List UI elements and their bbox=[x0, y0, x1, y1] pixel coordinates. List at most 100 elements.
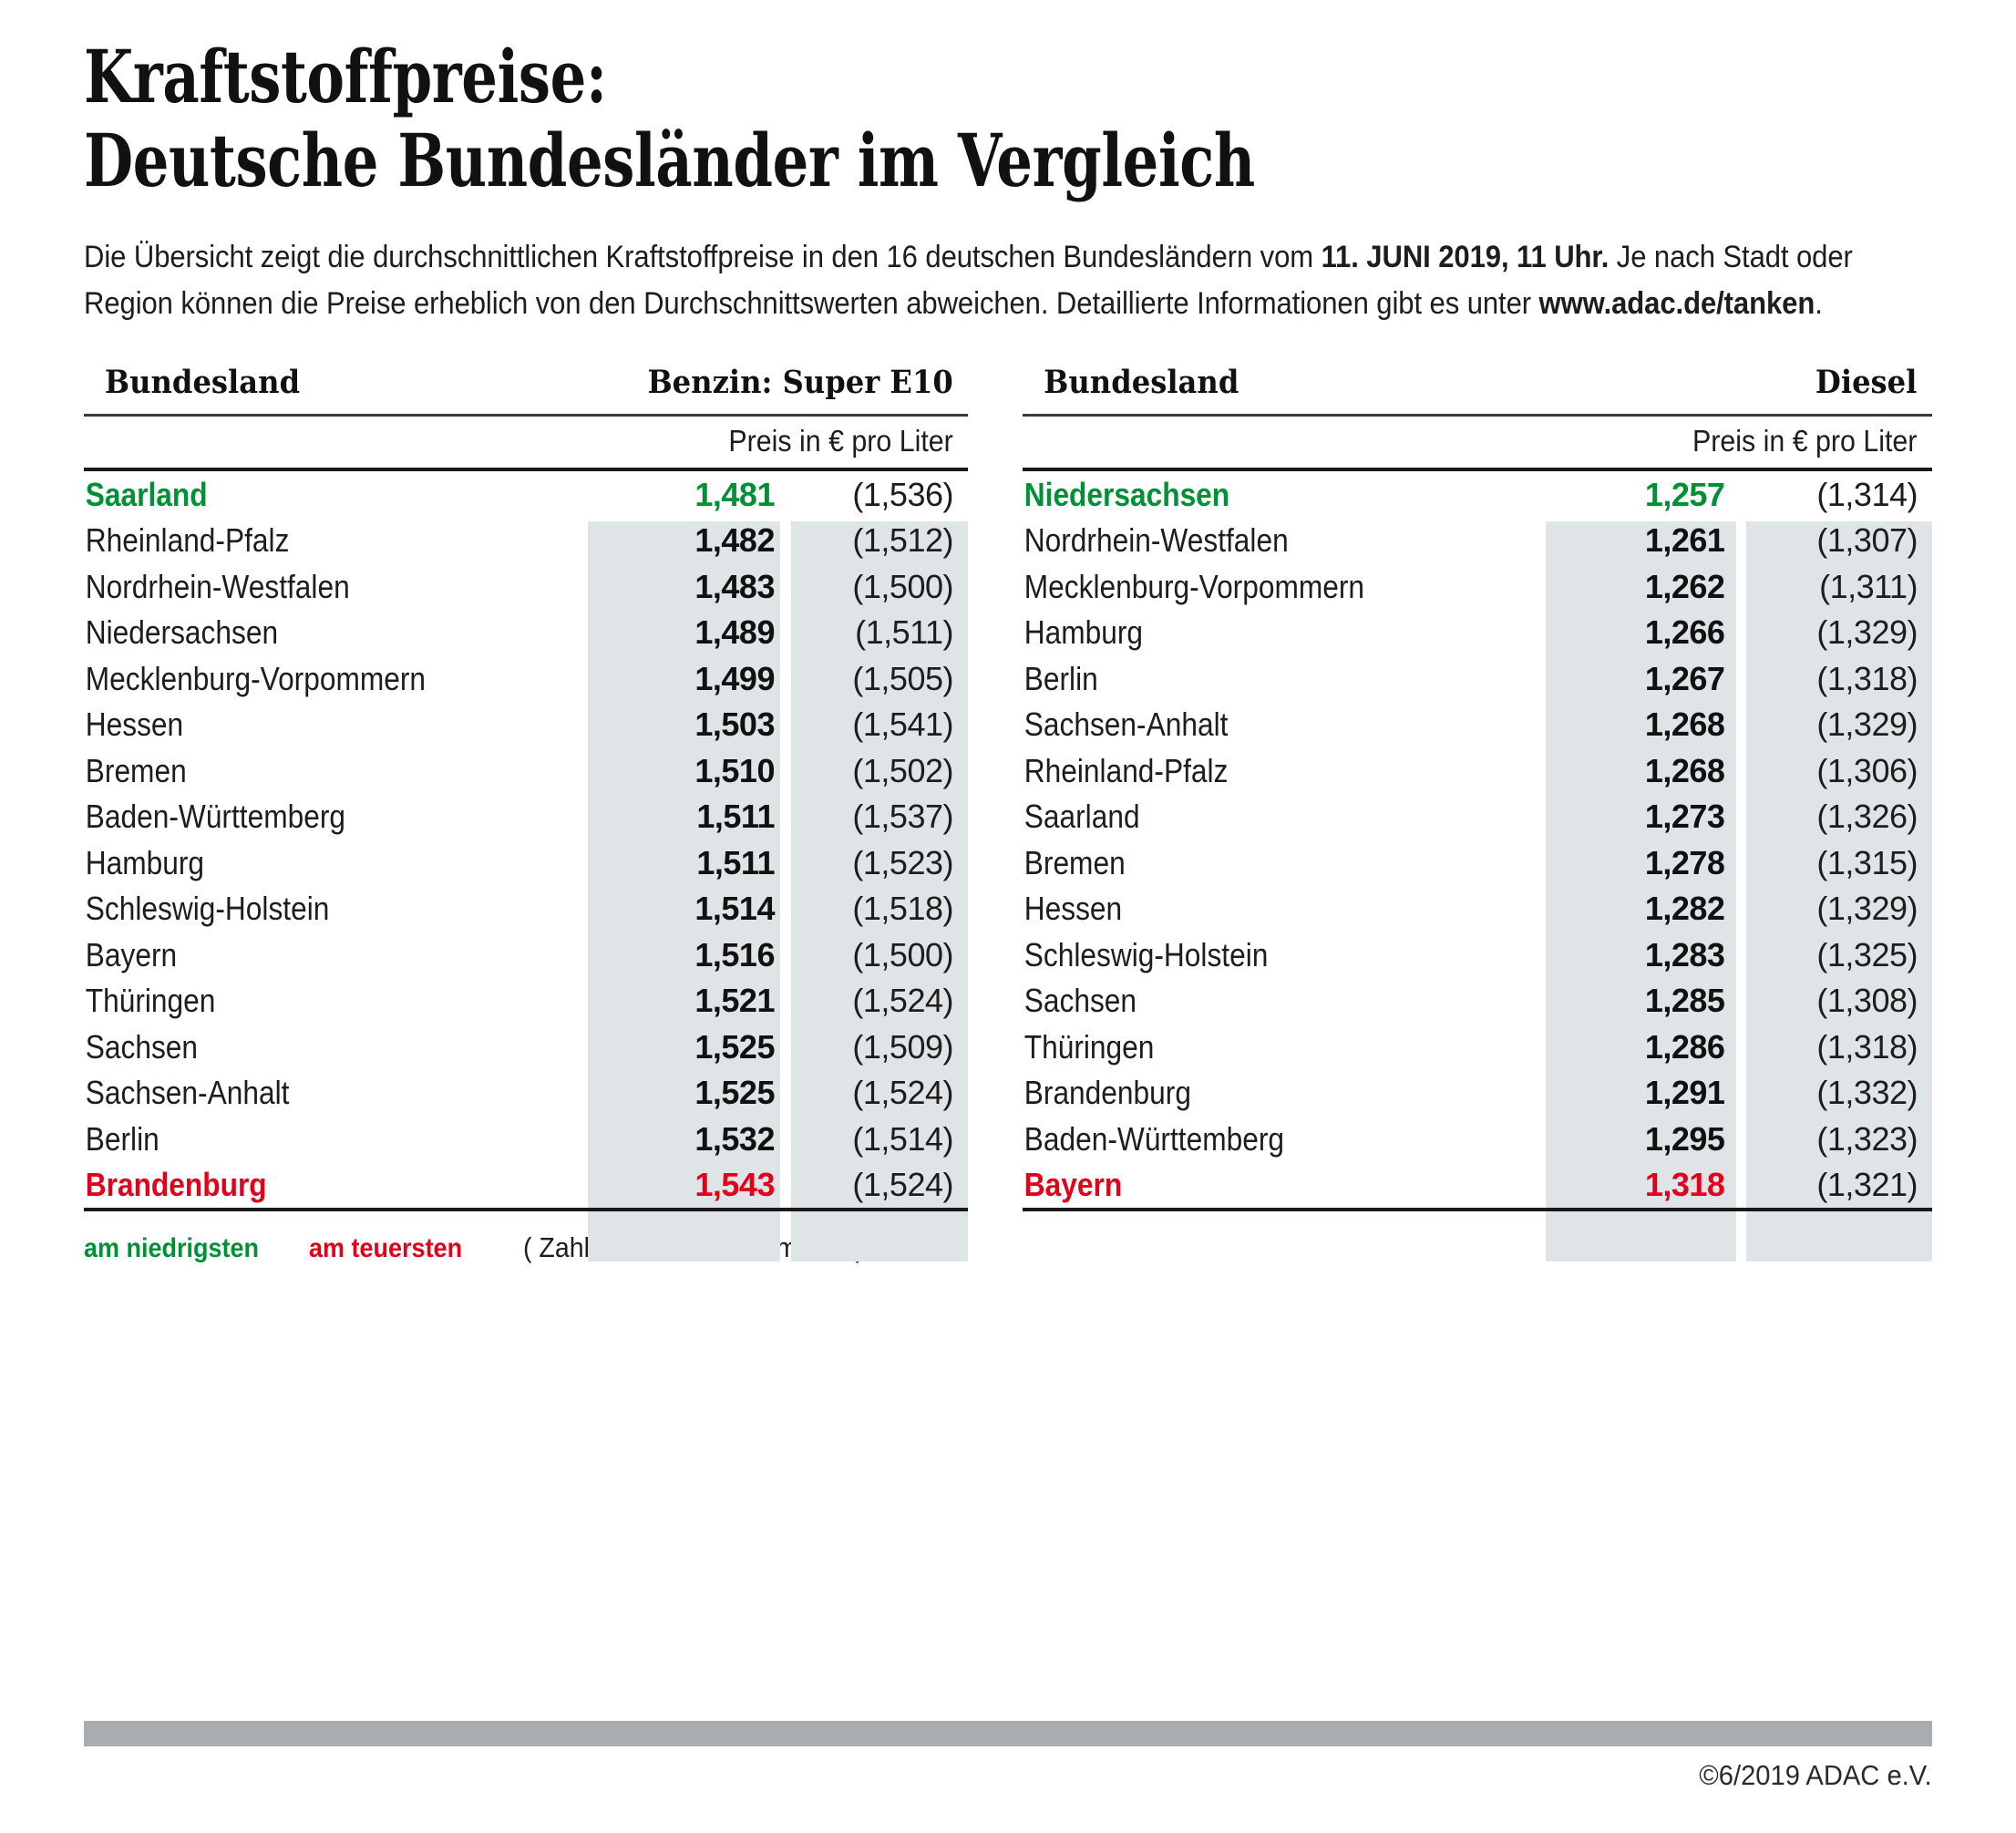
table-row: Sachsen-Anhalt 1,525 (1,524) bbox=[84, 1070, 968, 1117]
diesel-state-name: Brandenburg bbox=[1023, 1074, 1191, 1112]
benzin-current-price: 1,483 bbox=[694, 567, 775, 605]
table-row: Bayern 1,318 (1,321) bbox=[1023, 1161, 1932, 1212]
diesel-header-bundesland: Bundesland bbox=[1044, 364, 1529, 417]
intro-date-emphasis: 11. JUNI 2019, 11 Uhr. bbox=[1321, 240, 1610, 275]
diesel-previous-price: (1,323) bbox=[1816, 1119, 1918, 1158]
benzin-current-price: 1,503 bbox=[694, 705, 775, 744]
diesel-previous-price: (1,329) bbox=[1816, 705, 1918, 744]
benzin-current-price: 1,532 bbox=[694, 1119, 775, 1158]
diesel-current-price: 1,273 bbox=[1644, 798, 1725, 836]
benzin-state-name: Schleswig-Holstein bbox=[85, 890, 330, 928]
intro-url[interactable]: www.adac.de/tanken bbox=[1538, 286, 1815, 322]
table-row: Bremen 1,278 (1,315) bbox=[1023, 839, 1932, 886]
benzin-state-name: Niedersachsen bbox=[85, 613, 279, 652]
diesel-current-price: 1,286 bbox=[1644, 1027, 1725, 1066]
diesel-header-row: Bundesland Diesel bbox=[1023, 364, 1932, 417]
benzin-previous-price: (1,512) bbox=[852, 521, 953, 560]
benzin-current-price: 1,481 bbox=[694, 475, 775, 513]
diesel-previous-price: (1,318) bbox=[1816, 1027, 1918, 1066]
diesel-current-price: 1,262 bbox=[1644, 567, 1725, 605]
diesel-previous-price: (1,314) bbox=[1816, 475, 1918, 513]
table-row: Niedersachsen 1,257 (1,314) bbox=[1023, 469, 1932, 518]
table-row: Nordrhein-Westfalen 1,483 (1,500) bbox=[84, 563, 968, 610]
benzin-state-name: Baden-Württemberg bbox=[85, 798, 346, 836]
benzin-current-price: 1,514 bbox=[694, 890, 775, 928]
benzin-previous-price: (1,518) bbox=[852, 890, 953, 928]
benzin-state-name: Bayern bbox=[85, 935, 178, 973]
diesel-current-price: 1,261 bbox=[1644, 521, 1725, 560]
diesel-table-wrapper: Bundesland Diesel Preis in € pro Liter N… bbox=[1023, 364, 1932, 1262]
benzin-current-price: 1,521 bbox=[694, 982, 775, 1020]
diesel-previous-price: (1,329) bbox=[1816, 613, 1918, 652]
benzin-state-name: Berlin bbox=[85, 1119, 159, 1158]
diesel-current-price: 1,283 bbox=[1644, 935, 1725, 973]
diesel-current-price: 1,266 bbox=[1644, 613, 1725, 652]
diesel-current-price: 1,295 bbox=[1644, 1119, 1725, 1158]
table-row: Hessen 1,282 (1,329) bbox=[1023, 886, 1932, 932]
intro-text-1: Die Übersicht zeigt die durchschnittlich… bbox=[84, 240, 1322, 275]
table-row: Sachsen-Anhalt 1,268 (1,329) bbox=[1023, 702, 1932, 748]
diesel-current-price: 1,268 bbox=[1644, 705, 1725, 744]
benzin-current-price: 1,516 bbox=[694, 935, 775, 973]
intro-text-2: Je nach Stadt oder Region können die Pre… bbox=[84, 240, 1853, 322]
diesel-previous-price: (1,307) bbox=[1816, 521, 1918, 560]
table-row: Hessen 1,503 (1,541) bbox=[84, 702, 968, 748]
tables-container: Bundesland Benzin: Super E10 Preis in € … bbox=[84, 364, 1932, 1262]
table-row: Berlin 1,532 (1,514) bbox=[84, 1116, 968, 1162]
copyright-text: ©6/2019 ADAC e.V. bbox=[1699, 1759, 1932, 1791]
diesel-state-name: Rheinland-Pfalz bbox=[1023, 751, 1229, 789]
diesel-state-name: Baden-Württemberg bbox=[1023, 1119, 1285, 1158]
table-row: Baden-Württemberg 1,511 (1,537) bbox=[84, 794, 968, 840]
legend-highest-label: am teuersten bbox=[309, 1233, 463, 1264]
benzin-state-name: Rheinland-Pfalz bbox=[85, 521, 290, 560]
benzin-previous-price: (1,536) bbox=[852, 475, 953, 513]
footer-divider-bar bbox=[84, 1721, 1932, 1746]
title-block: Kraftstoffpreise: Deutsche Bundesländer … bbox=[84, 0, 1932, 198]
table-row: Bremen 1,510 (1,502) bbox=[84, 747, 968, 794]
benzin-state-name: Thüringen bbox=[85, 982, 216, 1020]
diesel-previous-price: (1,326) bbox=[1816, 798, 1918, 836]
diesel-previous-price: (1,308) bbox=[1816, 982, 1918, 1020]
benzin-previous-price: (1,500) bbox=[852, 567, 953, 605]
table-row: Saarland 1,273 (1,326) bbox=[1023, 794, 1932, 840]
benzin-previous-price: (1,502) bbox=[852, 751, 953, 789]
table-row: Mecklenburg-Vorpommern 1,499 (1,505) bbox=[84, 655, 968, 702]
benzin-state-name: Hessen bbox=[85, 705, 184, 744]
benzin-current-price: 1,525 bbox=[694, 1074, 775, 1112]
diesel-state-name: Saarland bbox=[1023, 798, 1140, 836]
benzin-state-name: Brandenburg bbox=[84, 1161, 543, 1212]
table-column-gap bbox=[968, 364, 1023, 1211]
diesel-state-name: Hessen bbox=[1023, 890, 1123, 928]
diesel-state-name: Bayern bbox=[1023, 1161, 1487, 1212]
diesel-current-price: 1,285 bbox=[1644, 982, 1725, 1020]
benzin-previous-band bbox=[791, 521, 968, 1262]
benzin-table-body: Saarland 1,481 (1,536) Rheinland-Pfalz 1,482… bbox=[84, 469, 968, 1212]
diesel-state-name: Bremen bbox=[1023, 843, 1126, 881]
diesel-current-price: 1,267 bbox=[1644, 659, 1725, 697]
benzin-previous-price: (1,524) bbox=[790, 1161, 968, 1212]
diesel-current-price: 1,278 bbox=[1644, 843, 1725, 881]
table-row: Mecklenburg-Vorpommern 1,262 (1,311) bbox=[1023, 563, 1932, 610]
benzin-state-name: Sachsen bbox=[85, 1027, 199, 1066]
diesel-table-body: Niedersachsen 1,257 (1,314) Nordrhein-Westf… bbox=[1023, 469, 1932, 1212]
table-row: Saarland 1,481 (1,536) bbox=[84, 469, 968, 518]
benzin-state-name: Nordrhein-Westfalen bbox=[85, 567, 350, 605]
table-row: Baden-Württemberg 1,295 (1,323) bbox=[1023, 1116, 1932, 1162]
benzin-current-price: 1,511 bbox=[696, 798, 775, 836]
diesel-previous-price: (1,329) bbox=[1816, 890, 1918, 928]
table-row: Nordrhein-Westfalen 1,261 (1,307) bbox=[1023, 518, 1932, 564]
table-row: Sachsen 1,525 (1,509) bbox=[84, 1024, 968, 1070]
table-row: Thüringen 1,521 (1,524) bbox=[84, 978, 968, 1025]
diesel-header-unit: Preis in € pro Liter bbox=[1565, 415, 1918, 472]
benzin-table-wrapper: Bundesland Benzin: Super E10 Preis in € … bbox=[84, 364, 968, 1262]
diesel-previous-band bbox=[1746, 521, 1932, 1262]
diesel-previous-price: (1,321) bbox=[1741, 1161, 1932, 1212]
benzin-header-metric: Benzin: Super E10 bbox=[620, 364, 954, 417]
table-row: Brandenburg 1,291 (1,332) bbox=[1023, 1070, 1932, 1117]
table-row: Hamburg 1,511 (1,523) bbox=[84, 839, 968, 886]
benzin-state-name: Saarland bbox=[85, 475, 208, 513]
benzin-previous-price: (1,524) bbox=[852, 982, 953, 1020]
diesel-current-band bbox=[1545, 521, 1737, 1262]
diesel-state-name: Sachsen bbox=[1023, 982, 1137, 1020]
